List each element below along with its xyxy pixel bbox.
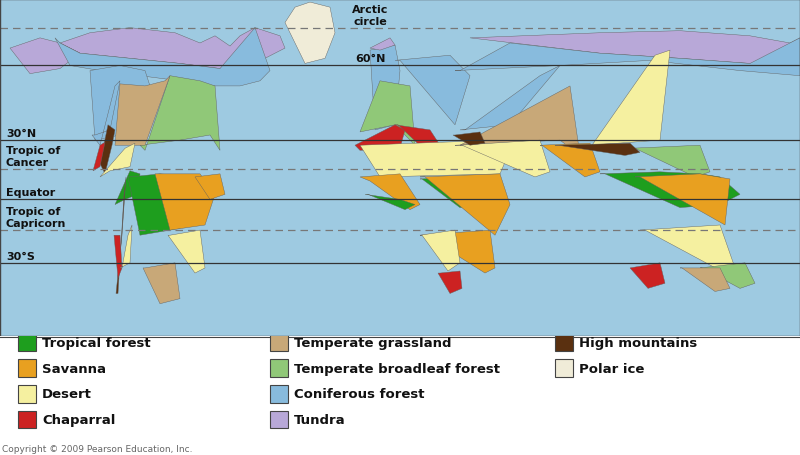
Polygon shape — [114, 236, 122, 278]
Text: Coniferous forest: Coniferous forest — [294, 387, 425, 400]
Polygon shape — [555, 144, 640, 156]
Text: Equator: Equator — [6, 188, 55, 198]
Bar — [18, 359, 36, 377]
Polygon shape — [370, 46, 400, 131]
Polygon shape — [93, 143, 105, 172]
Polygon shape — [540, 144, 600, 177]
Polygon shape — [360, 81, 415, 146]
Polygon shape — [395, 126, 440, 151]
Polygon shape — [168, 231, 205, 273]
Bar — [270, 359, 288, 377]
Polygon shape — [55, 29, 270, 87]
Polygon shape — [420, 231, 460, 271]
Polygon shape — [600, 172, 740, 208]
Polygon shape — [420, 177, 475, 208]
Polygon shape — [590, 51, 670, 146]
Polygon shape — [460, 66, 560, 131]
Bar — [555, 359, 573, 377]
Polygon shape — [100, 144, 135, 177]
Polygon shape — [470, 32, 800, 64]
Polygon shape — [370, 39, 395, 51]
Text: Chaparral: Chaparral — [42, 413, 115, 426]
Polygon shape — [115, 76, 170, 146]
Bar — [18, 410, 36, 429]
Text: Tropic of
Cancer: Tropic of Cancer — [6, 146, 60, 167]
Text: Tropic of
Capricorn: Tropic of Capricorn — [6, 207, 66, 228]
Polygon shape — [365, 195, 415, 210]
Polygon shape — [453, 133, 485, 146]
Text: Tundra: Tundra — [294, 413, 346, 426]
Polygon shape — [635, 174, 730, 226]
Bar — [270, 410, 288, 429]
Polygon shape — [460, 141, 550, 177]
Polygon shape — [92, 81, 120, 146]
Polygon shape — [285, 3, 335, 64]
Polygon shape — [700, 263, 755, 289]
Polygon shape — [680, 268, 730, 292]
Polygon shape — [479, 180, 500, 205]
Polygon shape — [100, 126, 115, 174]
Polygon shape — [143, 263, 180, 304]
Polygon shape — [455, 39, 800, 76]
Polygon shape — [90, 66, 150, 141]
Polygon shape — [630, 263, 665, 289]
Text: Savanna: Savanna — [42, 362, 106, 375]
Text: High mountains: High mountains — [579, 336, 698, 349]
Bar — [270, 334, 288, 351]
Polygon shape — [360, 174, 420, 210]
Polygon shape — [115, 172, 140, 205]
Polygon shape — [195, 174, 225, 200]
Bar — [18, 334, 36, 351]
Text: Arctic
circle: Arctic circle — [352, 5, 388, 26]
Text: 30°S: 30°S — [6, 251, 35, 261]
Polygon shape — [420, 231, 495, 273]
Polygon shape — [640, 226, 735, 273]
Polygon shape — [10, 39, 80, 75]
Polygon shape — [120, 226, 132, 268]
Polygon shape — [630, 146, 710, 177]
Polygon shape — [355, 126, 405, 151]
Bar — [18, 385, 36, 403]
Text: Temperate grassland: Temperate grassland — [294, 336, 451, 349]
Polygon shape — [140, 76, 220, 151]
Polygon shape — [360, 141, 510, 177]
Polygon shape — [155, 174, 215, 231]
Text: 60°N: 60°N — [355, 54, 385, 64]
Text: Polar ice: Polar ice — [579, 362, 644, 375]
Text: Copyright © 2009 Pearson Education, Inc.: Copyright © 2009 Pearson Education, Inc. — [2, 444, 193, 453]
Bar — [270, 385, 288, 403]
Polygon shape — [438, 271, 462, 294]
Bar — [555, 334, 573, 351]
Text: Temperate broadleaf forest: Temperate broadleaf forest — [294, 362, 500, 375]
Text: Desert: Desert — [42, 387, 92, 400]
Text: 30°N: 30°N — [6, 129, 36, 139]
Polygon shape — [128, 174, 205, 236]
Polygon shape — [455, 87, 580, 156]
Polygon shape — [420, 174, 510, 236]
Polygon shape — [395, 56, 470, 126]
Polygon shape — [116, 177, 126, 294]
Polygon shape — [60, 29, 285, 69]
Text: Tropical forest: Tropical forest — [42, 336, 150, 349]
